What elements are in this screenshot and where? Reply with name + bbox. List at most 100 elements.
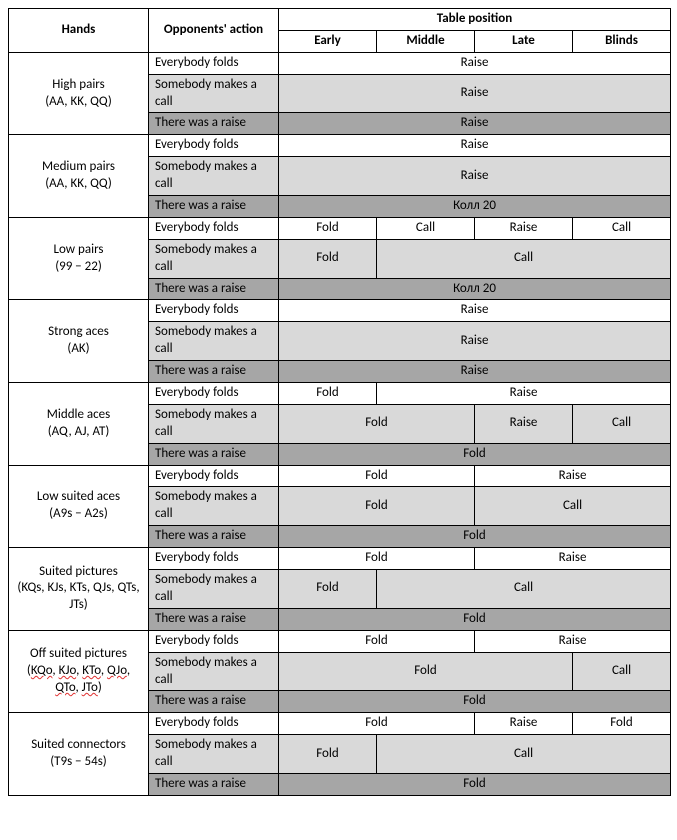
decision: Raise xyxy=(279,361,671,383)
decision: Raise xyxy=(279,113,671,135)
action-folds: Everybody folds xyxy=(149,548,279,570)
decision: Fold xyxy=(279,239,377,278)
action-folds: Everybody folds xyxy=(149,135,279,157)
header-hands: Hands xyxy=(9,9,149,53)
decision: Fold xyxy=(279,217,377,239)
hand-strong-aces: Strong aces (AK) xyxy=(9,300,149,383)
hand-label: Low suited aces xyxy=(37,489,120,504)
decision: Call xyxy=(573,652,671,691)
decision: Fold xyxy=(279,691,671,713)
action-raise: There was a raise xyxy=(149,196,279,218)
action-call: Somebody makes a call xyxy=(149,570,279,609)
action-folds: Everybody folds xyxy=(149,52,279,74)
decision: Call xyxy=(377,735,671,774)
hand-sub: (AA, KK, QQ) xyxy=(45,94,112,109)
decision: Fold xyxy=(279,570,377,609)
action-call: Somebody makes a call xyxy=(149,487,279,526)
hand-off-suited-pictures: Off suited pictures (KQo, KJo, KTo, QJo,… xyxy=(9,630,149,713)
decision: Fold xyxy=(279,773,671,795)
action-call: Somebody makes a call xyxy=(149,157,279,196)
decision: Raise xyxy=(475,630,671,652)
action-folds: Everybody folds xyxy=(149,630,279,652)
hand-label: Suited pictures xyxy=(39,564,118,579)
action-raise: There was a raise xyxy=(149,526,279,548)
action-call: Somebody makes a call xyxy=(149,74,279,113)
action-folds: Everybody folds xyxy=(149,383,279,405)
decision: Raise xyxy=(475,713,573,735)
decision: Call xyxy=(377,239,671,278)
poker-strategy-table: Hands Opponents' action Table position E… xyxy=(8,8,671,796)
hand-label: Medium pairs xyxy=(42,159,115,174)
action-call: Somebody makes a call xyxy=(149,239,279,278)
decision: Raise xyxy=(475,465,671,487)
decision: Raise xyxy=(475,548,671,570)
hand-suited-pictures: Suited pictures (KQs, KJs, KTs, QJs, QTs… xyxy=(9,548,149,631)
decision: Fold xyxy=(279,443,671,465)
action-folds: Everybody folds xyxy=(149,713,279,735)
hand-label: Middle aces xyxy=(47,407,110,422)
hand-sub: (KQo, KJo, KTo, QJo, QTo, JTo) xyxy=(27,663,130,695)
decision: Fold xyxy=(279,608,671,630)
decision: Call xyxy=(377,217,475,239)
decision: Raise xyxy=(279,135,671,157)
decision: Fold xyxy=(279,465,475,487)
hand-low-suited-aces: Low suited aces (A9s − A2s) xyxy=(9,465,149,548)
hand-high-pairs: High pairs (AA, KK, QQ) xyxy=(9,52,149,135)
decision: Fold xyxy=(279,735,377,774)
decision: Raise xyxy=(279,322,671,361)
hand-label: Low pairs xyxy=(54,242,104,257)
action-raise: There was a raise xyxy=(149,278,279,300)
action-raise: There was a raise xyxy=(149,691,279,713)
action-raise: There was a raise xyxy=(149,361,279,383)
header-position: Table position xyxy=(279,9,671,31)
decision: Fold xyxy=(573,713,671,735)
hand-low-pairs: Low pairs (99 − 22) xyxy=(9,217,149,300)
hand-label: Strong aces xyxy=(48,324,109,339)
hand-sub: (AA, KK, QQ) xyxy=(45,176,112,191)
hand-suited-connectors: Suited connectors (T9s − 54s) xyxy=(9,713,149,796)
decision: Raise xyxy=(475,217,573,239)
hand-sub: (T9s − 54s) xyxy=(50,754,107,769)
hand-medium-pairs: Medium pairs (AA, KK, QQ) xyxy=(9,135,149,218)
action-folds: Everybody folds xyxy=(149,465,279,487)
decision: Колл 20 xyxy=(279,196,671,218)
hand-label: High pairs xyxy=(52,77,104,92)
action-call: Somebody makes a call xyxy=(149,735,279,774)
decision: Raise xyxy=(279,52,671,74)
decision: Raise xyxy=(377,383,671,405)
decision: Fold xyxy=(279,652,573,691)
hand-sub: (KQs, KJs, KTs, QJs, QTs, JTs) xyxy=(17,580,139,612)
decision: Call xyxy=(573,217,671,239)
action-folds: Everybody folds xyxy=(149,217,279,239)
decision: Raise xyxy=(279,157,671,196)
action-raise: There was a raise xyxy=(149,773,279,795)
decision: Raise xyxy=(475,404,573,443)
hand-sub: (A9s − A2s) xyxy=(49,506,108,521)
decision: Fold xyxy=(279,487,475,526)
hand-sub: (AQ, AJ, AT) xyxy=(48,424,110,439)
decision: Fold xyxy=(279,630,475,652)
header-action: Opponents' action xyxy=(149,9,279,53)
header-late: Late xyxy=(475,30,573,52)
action-raise: There was a raise xyxy=(149,113,279,135)
hand-label: Off suited pictures xyxy=(30,646,127,661)
header-early: Early xyxy=(279,30,377,52)
decision: Fold xyxy=(279,713,475,735)
decision: Fold xyxy=(279,526,671,548)
decision: Raise xyxy=(279,300,671,322)
action-call: Somebody makes a call xyxy=(149,322,279,361)
action-call: Somebody makes a call xyxy=(149,404,279,443)
decision: Колл 20 xyxy=(279,278,671,300)
action-folds: Everybody folds xyxy=(149,300,279,322)
action-raise: There was a raise xyxy=(149,443,279,465)
hand-sub: (99 − 22) xyxy=(55,259,102,274)
decision: Fold xyxy=(279,404,475,443)
decision: Fold xyxy=(279,548,475,570)
decision: Raise xyxy=(279,74,671,113)
decision: Fold xyxy=(279,383,377,405)
decision: Call xyxy=(377,570,671,609)
decision: Call xyxy=(475,487,671,526)
action-call: Somebody makes a call xyxy=(149,652,279,691)
header-blinds: Blinds xyxy=(573,30,671,52)
hand-middle-aces: Middle aces (AQ, AJ, AT) xyxy=(9,383,149,466)
